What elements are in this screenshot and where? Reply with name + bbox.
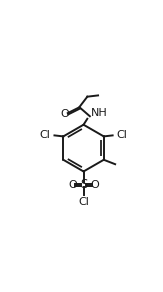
Text: Cl: Cl	[78, 197, 89, 207]
Text: NH: NH	[90, 108, 107, 118]
Text: O: O	[68, 180, 77, 190]
Text: Cl: Cl	[40, 131, 51, 140]
Text: Cl: Cl	[116, 131, 127, 140]
Text: O: O	[90, 180, 99, 190]
Text: S: S	[80, 178, 87, 191]
Text: O: O	[61, 109, 69, 119]
